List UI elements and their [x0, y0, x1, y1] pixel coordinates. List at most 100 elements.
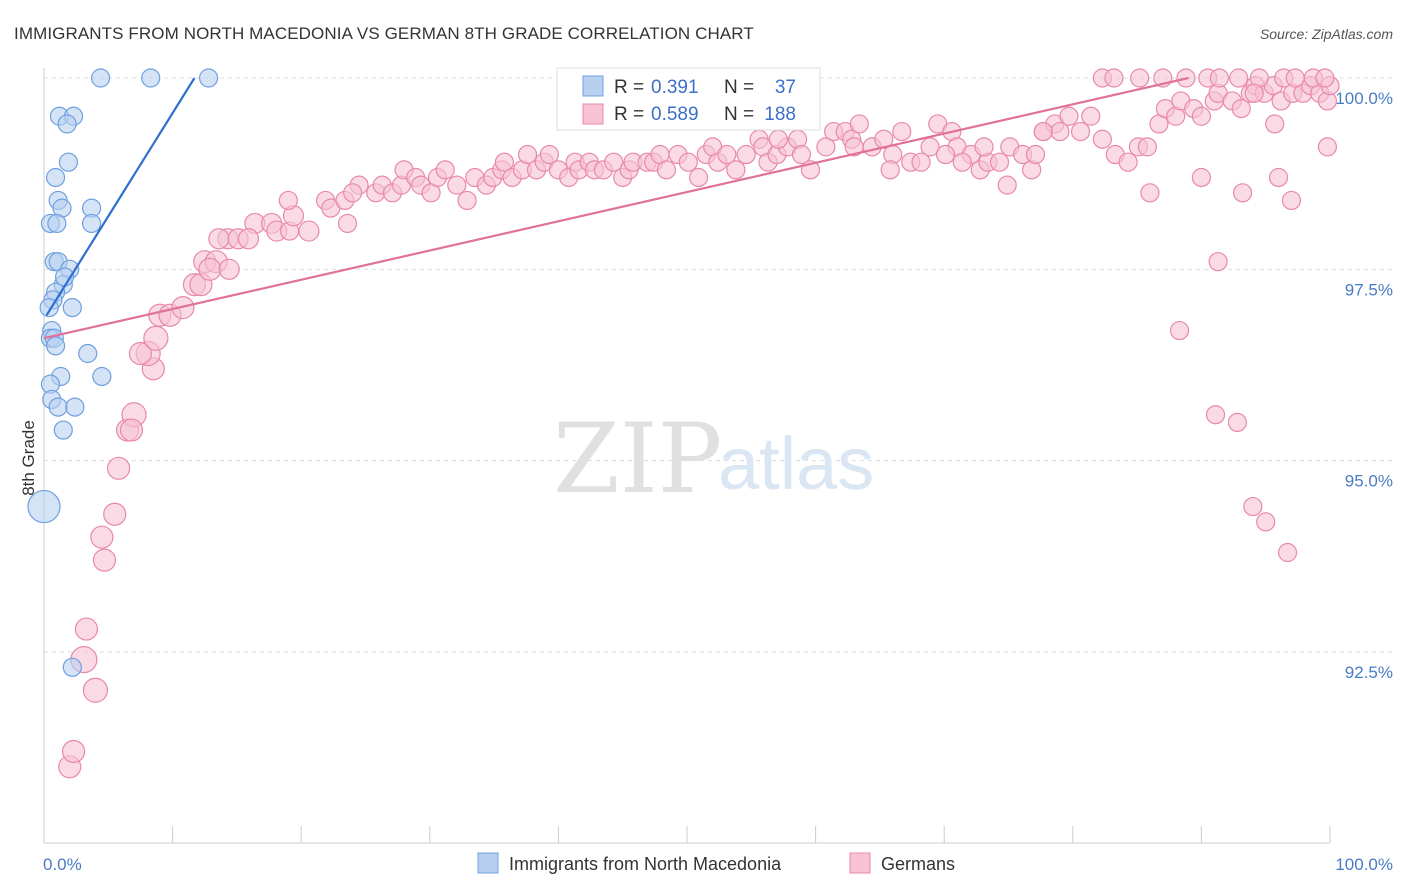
series-germans: [58, 68, 1340, 779]
point-germans-153: [1104, 68, 1124, 88]
point-germans-182: [1033, 121, 1053, 142]
point-germans-26: [208, 228, 230, 250]
stats-blue-n-value: 37: [775, 77, 796, 98]
y-tick-label-0: 100.0%: [1335, 89, 1393, 108]
point-germans-167: [1281, 190, 1302, 211]
point-germans-107: [911, 152, 931, 172]
point-germans-115: [989, 152, 1010, 172]
stats-blue-n-label: N =: [724, 77, 754, 98]
stats-blue-r-label: R =: [614, 77, 644, 98]
x-tick-label-max: 100.0%: [1335, 855, 1393, 874]
point-germans-124: [1070, 121, 1091, 142]
point-germans-15: [143, 325, 169, 351]
point-germans-186: [844, 137, 864, 157]
stats-pink-n-value: 188: [764, 104, 796, 125]
point-germans-130: [1137, 137, 1157, 157]
watermark-atlas: atlas: [718, 422, 874, 505]
point-germans-11: [119, 418, 144, 442]
chart-title: IMMIGRANTS FROM NORTH MACEDONIA VS GERMA…: [14, 24, 754, 43]
point-germans-187: [768, 129, 788, 149]
point-north-macedonia-31: [53, 420, 73, 440]
point-germans-6: [103, 502, 127, 526]
point-germans-165: [1244, 83, 1264, 103]
point-germans-88: [736, 144, 756, 165]
trend-germans: [43, 76, 1189, 340]
point-germans-177: [1191, 167, 1212, 188]
point-germans-5: [92, 548, 117, 572]
stats-pink-r-label: R =: [614, 104, 644, 125]
point-germans-2: [82, 677, 109, 703]
point-north-macedonia-29: [48, 397, 68, 417]
chart-source: Source: ZipAtlas.com: [1260, 26, 1393, 42]
point-germans-173: [1277, 542, 1298, 563]
point-germans-126: [1092, 129, 1112, 149]
point-north-macedonia-30: [65, 397, 85, 417]
point-north-macedonia-1: [141, 68, 161, 88]
x-tick-label-min: 0.0%: [43, 855, 82, 874]
point-germans-51: [435, 160, 455, 180]
y-tick-labels: 100.0% 97.5% 95.0% 92.5%: [1335, 89, 1393, 682]
stats-pink-n-label: N =: [724, 104, 754, 125]
y-tick-label-2: 95.0%: [1345, 472, 1393, 491]
point-germans-128: [1118, 152, 1138, 172]
point-germans-8: [106, 456, 131, 480]
point-germans-81: [678, 152, 698, 172]
point-germans-4: [74, 617, 99, 641]
point-germans-87: [726, 160, 746, 180]
point-germans-64: [539, 144, 559, 165]
point-germans-168: [1208, 252, 1228, 272]
point-germans-136: [1191, 106, 1212, 126]
point-germans-58: [494, 152, 514, 172]
point-germans-41: [343, 183, 363, 203]
point-germans-140: [1231, 99, 1251, 119]
point-germans-184: [935, 144, 956, 165]
legend-blue-swatch: [477, 852, 499, 874]
bottom-legend: Immigrants from North Macedonia Germans: [477, 852, 955, 874]
point-germans-97: [816, 137, 836, 157]
legend-north-macedonia-label: Immigrants from North Macedonia: [509, 854, 782, 874]
point-germans-7: [90, 525, 114, 549]
point-north-macedonia-7: [45, 167, 66, 188]
stats-blue-r-value: 0.391: [651, 77, 699, 98]
point-north-macedonia-24: [78, 343, 98, 364]
point-germans-53: [457, 190, 477, 211]
point-germans-154: [1130, 68, 1150, 88]
point-germans-119: [1025, 144, 1046, 165]
point-germans-101: [849, 114, 869, 134]
point-north-macedonia-33: [62, 657, 82, 677]
point-germans-29: [237, 228, 260, 250]
point-germans-172: [1256, 512, 1276, 532]
point-germans-72: [604, 152, 624, 172]
point-germans-34: [298, 220, 320, 242]
point-north-macedonia-0: [90, 68, 111, 88]
y-tick-label-3: 92.5%: [1345, 663, 1393, 682]
point-north-macedonia-5: [57, 114, 77, 134]
point-germans-125: [1081, 106, 1101, 126]
point-germans-164: [1315, 68, 1335, 88]
point-germans-175: [1265, 114, 1285, 134]
point-germans-162: [1285, 68, 1305, 88]
point-germans-179: [997, 175, 1017, 195]
point-germans-82: [688, 167, 709, 188]
point-north-macedonia-13: [81, 213, 102, 234]
point-north-macedonia-21: [62, 298, 82, 318]
stats-legend-box: R = 0.391 N = 37 R = 0.589 N = 188: [556, 67, 821, 131]
point-germans-174: [1317, 137, 1338, 157]
point-germans-185: [880, 160, 900, 180]
point-north-macedonia-32: [27, 489, 61, 524]
point-germans-24: [218, 258, 240, 280]
watermark-zip: ZIP: [553, 403, 722, 515]
point-north-macedonia-36: [45, 336, 66, 356]
point-germans-14: [128, 341, 153, 366]
point-north-macedonia-12: [47, 213, 67, 234]
point-north-macedonia-6: [58, 152, 79, 172]
point-germans-79: [656, 160, 677, 180]
point-germans-23: [198, 257, 222, 281]
legend-pink-swatch: [849, 852, 871, 874]
point-germans-1: [61, 739, 86, 764]
stats-blue-swatch: [582, 75, 604, 97]
point-germans-123: [1059, 106, 1079, 126]
legend-germans-label: Germans: [881, 854, 955, 874]
trend-north-macedonia: [45, 77, 196, 316]
